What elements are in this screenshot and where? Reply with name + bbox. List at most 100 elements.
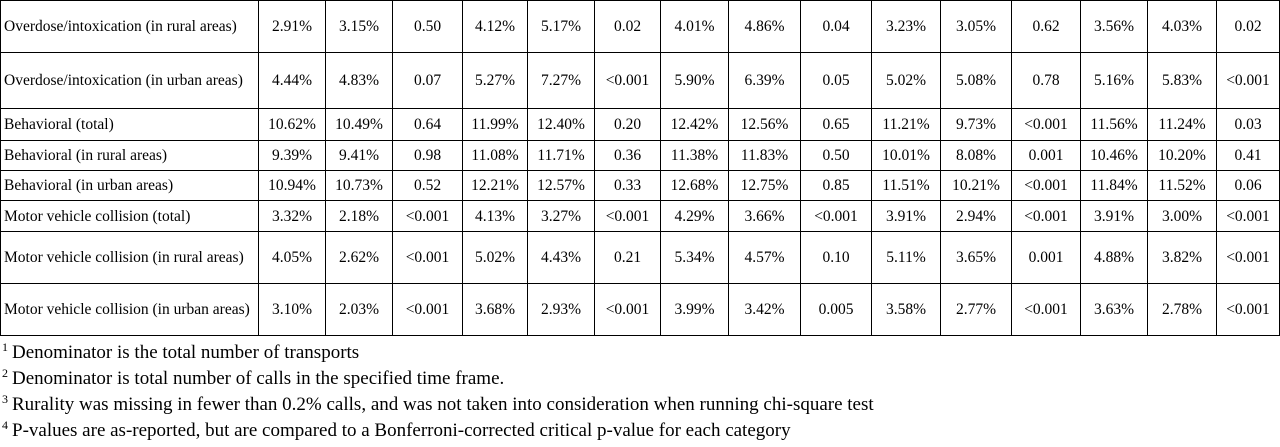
cell: 9.41% (325, 140, 393, 171)
cell: 11.38% (660, 140, 729, 171)
cell: <0.001 (392, 283, 463, 336)
cell: 3.66% (728, 200, 801, 232)
cell: 11.51% (871, 170, 941, 201)
cell: 3.42% (728, 283, 801, 336)
cell: 3.99% (660, 283, 729, 336)
footnote-mark: 2 (2, 366, 8, 380)
cell: 9.73% (940, 108, 1012, 141)
cell: 12.21% (462, 170, 528, 201)
cell: 11.21% (871, 108, 941, 141)
cell: <0.001 (594, 200, 661, 232)
cell: 4.03% (1147, 0, 1217, 53)
cell: 0.33 (594, 170, 661, 201)
cell: 0.04 (800, 0, 872, 53)
cell: 5.90% (660, 52, 729, 109)
cell: 0.85 (800, 170, 872, 201)
cell: 2.91% (258, 0, 326, 53)
cell: 3.68% (462, 283, 528, 336)
row-label: Behavioral (in rural areas) (0, 140, 259, 171)
footnote-mark: 4 (2, 418, 8, 432)
cell: 0.21 (594, 231, 661, 284)
cell: <0.001 (392, 200, 463, 232)
footnote-text: Denominator is total number of calls in … (12, 368, 505, 389)
cell: 5.11% (871, 231, 941, 284)
cell: 2.62% (325, 231, 393, 284)
cell: 10.73% (325, 170, 393, 201)
table-row: Overdose/intoxication (in urban areas) 4.… (0, 52, 1280, 109)
cell: <0.001 (1216, 52, 1280, 109)
cell: 11.99% (462, 108, 528, 141)
footnote-text: Rurality was missing in fewer than 0.2% … (12, 394, 874, 415)
cell: 3.91% (871, 200, 941, 232)
footnotes: 1 Denominator is the total number of tran… (0, 340, 1280, 444)
footnote-mark: 1 (2, 340, 8, 354)
row-label: Overdose/intoxication (in urban areas) (0, 52, 259, 109)
cell: 4.12% (462, 0, 528, 53)
cell: 4.01% (660, 0, 729, 53)
cell: 0.06 (1216, 170, 1280, 201)
cell: 2.18% (325, 200, 393, 232)
table-row: Motor vehicle collision (total) 3.32% 2.18… (0, 200, 1280, 232)
cell: 3.56% (1080, 0, 1148, 53)
row-label: Behavioral (in urban areas) (0, 170, 259, 201)
row-label: Motor vehicle collision (in urban areas) (0, 283, 259, 336)
footnote: 2 Denominator is total number of calls in… (2, 366, 1280, 392)
cell: 3.82% (1147, 231, 1217, 284)
cell: 12.75% (728, 170, 801, 201)
cell: 3.00% (1147, 200, 1217, 232)
cell: 4.44% (258, 52, 326, 109)
table-row: Motor vehicle collision (in rural areas)… (0, 231, 1280, 284)
cell: <0.001 (1216, 231, 1280, 284)
cell: 5.02% (462, 231, 528, 284)
cell: 0.52 (392, 170, 463, 201)
cell: 3.58% (871, 283, 941, 336)
cell: 5.08% (940, 52, 1012, 109)
cell: <0.001 (1011, 200, 1081, 232)
cell: 2.94% (940, 200, 1012, 232)
table-row: Behavioral (in urban areas) 10.94% 10.73% 0… (0, 170, 1280, 201)
cell: 0.05 (800, 52, 872, 109)
footnote-text: P-values are as-reported, but are compar… (12, 420, 791, 441)
cell: 11.52% (1147, 170, 1217, 201)
cell: 11.71% (527, 140, 595, 171)
cell: 3.27% (527, 200, 595, 232)
cell: 12.68% (660, 170, 729, 201)
table-row: Behavioral (in rural areas) 9.39% 9.41% 0.9… (0, 140, 1280, 171)
cell: 4.86% (728, 0, 801, 53)
cell: 4.88% (1080, 231, 1148, 284)
cell: 6.39% (728, 52, 801, 109)
cell: 5.17% (527, 0, 595, 53)
cell: 0.50 (392, 0, 463, 53)
cell: 3.32% (258, 200, 326, 232)
cell: <0.001 (1011, 108, 1081, 141)
cell: <0.001 (1011, 283, 1081, 336)
cell: 12.56% (728, 108, 801, 141)
cell: <0.001 (594, 283, 661, 336)
cell: <0.001 (1216, 283, 1280, 336)
cell: 0.64 (392, 108, 463, 141)
cell: 0.78 (1011, 52, 1081, 109)
cell: 12.42% (660, 108, 729, 141)
cell: 2.77% (940, 283, 1012, 336)
cell: 11.56% (1080, 108, 1148, 141)
cell: 0.001 (1011, 140, 1081, 171)
table-row: Motor vehicle collision (in urban areas)… (0, 283, 1280, 336)
cell: 0.03 (1216, 108, 1280, 141)
cell: <0.001 (1216, 200, 1280, 232)
cell: 10.49% (325, 108, 393, 141)
cell: 3.10% (258, 283, 326, 336)
cell: 0.65 (800, 108, 872, 141)
cell: 3.05% (940, 0, 1012, 53)
row-label: Behavioral (total) (0, 108, 259, 141)
cell: 0.02 (594, 0, 661, 53)
footnote: 3 Rurality was missing in fewer than 0.2%… (2, 392, 1280, 418)
cell: 11.24% (1147, 108, 1217, 141)
cell: 0.005 (800, 283, 872, 336)
cell: 11.83% (728, 140, 801, 171)
cell: 11.84% (1080, 170, 1148, 201)
cell: 4.05% (258, 231, 326, 284)
cell: 3.65% (940, 231, 1012, 284)
row-label: Motor vehicle collision (in rural areas) (0, 231, 259, 284)
row-label: Motor vehicle collision (total) (0, 200, 259, 232)
